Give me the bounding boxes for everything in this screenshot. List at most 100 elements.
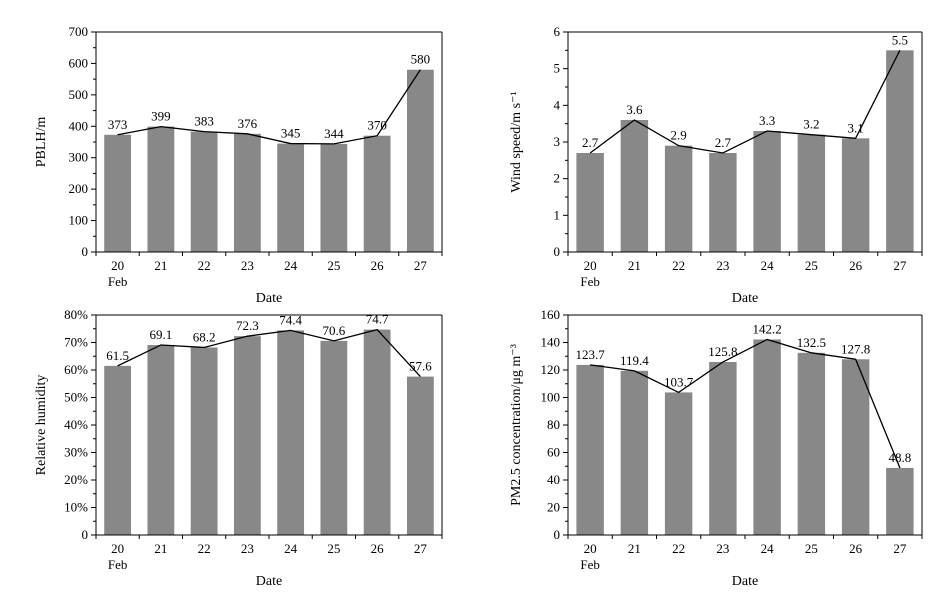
bar-23 bbox=[709, 153, 737, 252]
bar-22 bbox=[664, 392, 693, 535]
y-tick-label: 400 bbox=[69, 118, 89, 133]
y-tick-label: 0 bbox=[554, 527, 561, 542]
x-tick-label: 27 bbox=[893, 258, 907, 273]
y-tick-label: 60% bbox=[64, 362, 88, 377]
x-tick-label: 22 bbox=[198, 541, 211, 556]
y-tick-label: 5 bbox=[554, 61, 561, 76]
data-label: 72.3 bbox=[236, 318, 259, 333]
x-tick-label: 21 bbox=[154, 541, 167, 556]
x-tick-label: 20 bbox=[111, 258, 124, 273]
bar-21 bbox=[620, 370, 649, 535]
bar-20 bbox=[576, 153, 604, 252]
x-axis-title: Date bbox=[256, 291, 282, 306]
y-axis-title: Relative humidity bbox=[34, 375, 49, 476]
data-label: 61.5 bbox=[106, 348, 129, 363]
data-label: 376 bbox=[238, 116, 258, 131]
data-label: 48.8 bbox=[889, 450, 912, 465]
panel-pm25: 123.7 119.4 103.7 125.8 142.2 132.5 127.8 48.8 0… bbox=[509, 307, 923, 589]
y-tick-label: 160 bbox=[541, 307, 561, 322]
bar-20 bbox=[576, 364, 604, 535]
panel-relative-humidity: 61.5 69.1 68.2 72.3 74.4 70.6 74.7 57.6 0 10% 20% 3… bbox=[34, 307, 443, 589]
data-label: 373 bbox=[108, 117, 128, 132]
y-tick-label: 80 bbox=[547, 417, 560, 432]
data-label: 125.8 bbox=[708, 344, 737, 359]
bar-24 bbox=[753, 339, 781, 535]
x-tick-label: 23 bbox=[241, 258, 254, 273]
x-tick-label: 26 bbox=[371, 258, 385, 273]
y-tick-label: 100 bbox=[541, 390, 561, 405]
data-label: 2.7 bbox=[582, 135, 599, 150]
y-tick-label: 4 bbox=[554, 97, 561, 112]
x-tick-label: 24 bbox=[761, 258, 775, 273]
x-axis-title: Date bbox=[256, 574, 282, 589]
data-label: 580 bbox=[411, 52, 431, 67]
data-label: 383 bbox=[194, 114, 214, 129]
data-label: 127.8 bbox=[841, 341, 870, 356]
data-label: 123.7 bbox=[576, 347, 606, 362]
x-tick-label: 23 bbox=[716, 258, 729, 273]
x-axis-title: Date bbox=[732, 574, 758, 589]
y-axis-title: PBLH/m bbox=[34, 117, 49, 168]
y-tick-label: 20% bbox=[64, 472, 88, 487]
panel-pblh: 373 399 383 376 345 344 370 580 0 100 200 300 400 500… bbox=[34, 24, 443, 306]
bar-21 bbox=[147, 126, 175, 252]
y-axis-title: PM2.5 concentration/μg m⁻³ bbox=[509, 344, 524, 506]
series-line bbox=[117, 69, 421, 145]
data-label: 57.6 bbox=[409, 359, 432, 374]
data-label: 3.3 bbox=[759, 113, 775, 128]
bar-22 bbox=[190, 347, 218, 535]
y-tick-label: 0 bbox=[82, 244, 89, 259]
data-label: 3.2 bbox=[803, 117, 819, 132]
y-tick-label: 1 bbox=[554, 207, 561, 222]
data-label: 70.6 bbox=[323, 323, 346, 338]
bar-22 bbox=[190, 131, 218, 252]
x-tick-label: 20 bbox=[584, 258, 597, 273]
data-label: 68.2 bbox=[193, 329, 216, 344]
y-tick-label: 50% bbox=[64, 390, 88, 405]
x-tick-label: 20 bbox=[111, 541, 124, 556]
y-tick-label: 30% bbox=[64, 445, 88, 460]
y-tick-label: 3 bbox=[554, 134, 561, 149]
y-tick-label: 40 bbox=[547, 472, 560, 487]
bar-27 bbox=[886, 467, 914, 535]
y-tick-label: 60 bbox=[547, 445, 560, 460]
data-label: 74.4 bbox=[279, 312, 302, 327]
bar-26 bbox=[363, 135, 391, 252]
x-tick-label: 27 bbox=[414, 541, 428, 556]
x-axis-title: Date bbox=[732, 291, 758, 306]
x-tick-label: 22 bbox=[198, 258, 211, 273]
x-tick-label: 20 bbox=[584, 541, 597, 556]
bar-22 bbox=[664, 145, 693, 252]
data-label: 142.2 bbox=[753, 321, 782, 336]
data-label: 2.9 bbox=[671, 128, 687, 143]
y-tick-label: 20 bbox=[547, 500, 560, 515]
y-tick-label: 80% bbox=[64, 307, 88, 322]
y-tick-label: 70% bbox=[64, 335, 88, 350]
bar-27 bbox=[406, 69, 434, 252]
bar-21 bbox=[147, 344, 175, 535]
data-label: 345 bbox=[281, 126, 301, 141]
series-line bbox=[589, 50, 901, 154]
bar-23 bbox=[233, 133, 261, 252]
x-tick-label: 21 bbox=[628, 258, 641, 273]
x-tick-label: 21 bbox=[154, 258, 167, 273]
x-tick-label: 24 bbox=[284, 258, 298, 273]
data-label: 5.5 bbox=[892, 32, 908, 47]
data-label: 3.1 bbox=[848, 120, 864, 135]
y-tick-label: 2 bbox=[554, 171, 561, 186]
x-sublabel-month: Feb bbox=[580, 557, 600, 572]
y-tick-label: 120 bbox=[541, 362, 561, 377]
bar-24 bbox=[753, 131, 781, 252]
bar-26 bbox=[363, 329, 391, 535]
bar-27 bbox=[886, 50, 914, 253]
y-tick-label: 100 bbox=[69, 213, 89, 228]
data-label: 3.6 bbox=[626, 102, 643, 117]
x-tick-label: 26 bbox=[371, 541, 385, 556]
x-tick-label: 21 bbox=[628, 541, 641, 556]
bar-20 bbox=[104, 134, 132, 252]
x-sublabel-month: Feb bbox=[108, 274, 128, 289]
y-tick-label: 140 bbox=[541, 335, 561, 350]
data-label: 370 bbox=[367, 118, 387, 133]
